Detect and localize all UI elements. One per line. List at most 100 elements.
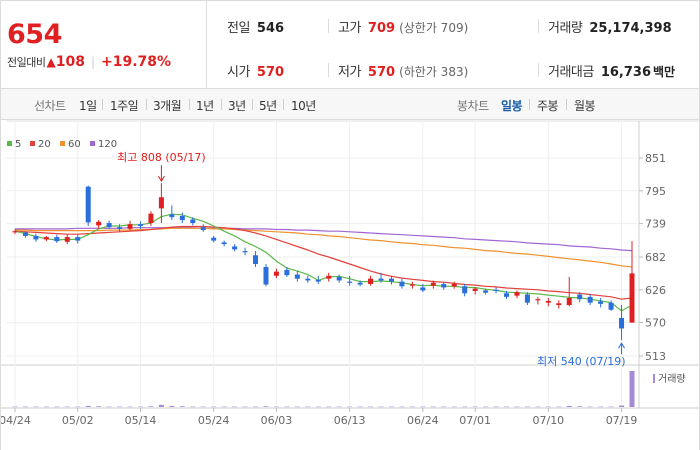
ma60-line [15, 227, 633, 268]
volume-bar [587, 406, 593, 408]
volume-bar [43, 406, 49, 408]
candle-body [127, 224, 133, 229]
volume-bar [211, 406, 217, 408]
y-tick-label: 513 [645, 350, 666, 363]
lower-limit: (하한가 383) [399, 65, 469, 79]
legend-swatch [90, 141, 95, 146]
volume-bar [619, 405, 625, 407]
volume-bar [420, 406, 426, 408]
candle-body [273, 271, 279, 276]
x-axis: 04/24 05/02 05/14 05/24 06/03 06/13 06/24 07/01… [0, 408, 637, 427]
legend-swatch [7, 141, 12, 146]
candle-body [357, 282, 363, 285]
high-value: 709 [367, 21, 396, 36]
high-stat: 고가 709 (상한가 709) [338, 17, 468, 36]
divider [252, 99, 253, 110]
candle-body [158, 197, 164, 209]
divider [146, 99, 147, 110]
volume-legend-label: 거래량 [658, 373, 686, 385]
volume-value: 25,174,398 [589, 21, 672, 36]
volume-bar [200, 406, 206, 408]
y-tick-label: 570 [645, 317, 666, 330]
volume-bar [169, 405, 175, 407]
candle-body [12, 231, 18, 233]
low-arrow-icon [618, 342, 625, 349]
candle-body [117, 227, 123, 229]
high-label: 고가 [338, 21, 361, 36]
ma20-line [14, 225, 633, 300]
period-1y-button[interactable]: 1년 [196, 99, 214, 113]
candle-body [85, 186, 91, 223]
period-1w-button[interactable]: 1주일 [110, 99, 139, 113]
candlestick-chart-svg[interactable]: 5 20 60 120 최고 808 (05/17) 최저 540 (07/19) 85… [0, 120, 699, 450]
high-arrow-icon [157, 175, 165, 183]
volume-bar [472, 406, 478, 408]
volume-bar [294, 406, 300, 408]
amount-stat: 거래대금 16,736 백만 [548, 61, 675, 80]
amount-unit: 백만 [653, 65, 676, 79]
up-arrow-icon: ▲ [46, 55, 56, 69]
volume-bar [462, 406, 468, 408]
candle-body [545, 300, 551, 303]
y-tick-label: 682 [645, 251, 666, 264]
candle-body [566, 298, 572, 306]
volume-legend-swatch [653, 374, 655, 383]
candle-body [378, 278, 384, 281]
volume-bar [64, 406, 70, 408]
legend-label: 5 [15, 139, 21, 150]
volume-bar [493, 406, 499, 408]
period-3m-button[interactable]: 3개월 [153, 99, 182, 113]
volume-stat: 거래량 25,174,398 [548, 17, 672, 36]
period-3y-button[interactable]: 3년 [228, 99, 246, 113]
volume-bar [326, 406, 332, 408]
prev-close-label: 전일 [227, 21, 250, 36]
volume-bar [598, 406, 604, 408]
x-tick-label: 06/24 [407, 414, 439, 427]
divider [538, 63, 539, 77]
volume-bar [12, 406, 18, 408]
amount-value: 16,736 [600, 65, 652, 80]
ma120-line [15, 227, 633, 252]
low-value: 570 [367, 65, 396, 80]
prev-close-value: 546 [256, 21, 285, 36]
period-10y-button[interactable]: 10년 [291, 99, 316, 113]
divider [328, 19, 329, 33]
volume-bar [106, 406, 112, 408]
divider [221, 99, 222, 110]
candle-body [556, 303, 562, 306]
candle-body [451, 283, 457, 287]
open-label: 시가 [227, 65, 250, 80]
y-tick-label: 739 [645, 218, 666, 231]
divider [529, 99, 530, 110]
candle-body [33, 235, 39, 240]
volume-bar [179, 406, 185, 407]
low-annotation-label: 최저 540 (07/19) [537, 355, 626, 368]
candle-body [148, 213, 154, 224]
moving-average-lines [14, 213, 633, 312]
volume-bar [556, 406, 562, 408]
candle-body [535, 299, 541, 301]
volume-bar [378, 406, 384, 408]
quote-stats: 전일 546 고가 709 (상한가 709) 거래량 25,174,398 시가 570… [208, 1, 699, 88]
volume-bar [357, 406, 363, 408]
price-chart[interactable]: 5 20 60 120 최고 808 (05/17) 최저 540 (07/19) 85… [0, 120, 700, 450]
legend-label: 120 [98, 139, 117, 150]
legend-label: 60 [68, 139, 81, 150]
period-5y-button[interactable]: 5년 [259, 99, 277, 113]
candle-daily-button[interactable]: 일봉 [501, 99, 523, 113]
candle-body [106, 223, 112, 228]
ma5-line [14, 213, 633, 312]
x-tick-label: 07/10 [532, 414, 564, 427]
divider: | [90, 55, 95, 69]
period-1d-button[interactable]: 1일 [79, 99, 97, 113]
amount-label: 거래대금 [548, 65, 594, 80]
candle-body [315, 279, 321, 282]
volume-bar [524, 406, 530, 408]
volume-bar [388, 406, 394, 408]
candle-weekly-button[interactable]: 주봉 [537, 99, 559, 113]
candle-body [43, 237, 49, 240]
volume-bar [232, 406, 238, 408]
candle-monthly-button[interactable]: 월봉 [574, 99, 596, 113]
volume-bar [399, 406, 405, 408]
candle-body [587, 296, 593, 303]
